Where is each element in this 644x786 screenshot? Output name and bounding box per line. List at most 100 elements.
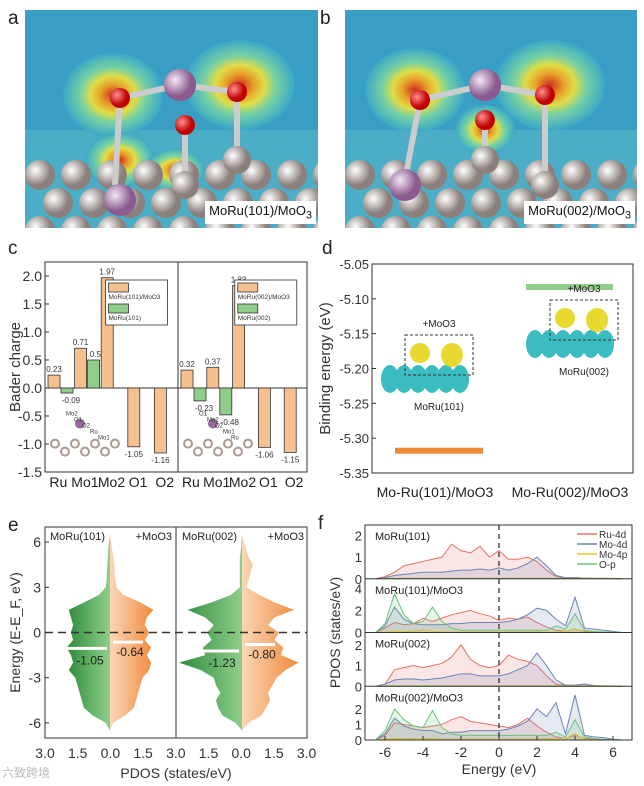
isosurface-shape [409, 365, 427, 393]
pdos-line [375, 694, 623, 741]
pdos-area-left [179, 534, 242, 731]
y-tick-label: -5.20 [339, 362, 369, 377]
plot-frame [44, 261, 308, 473]
y-tick-label: 0 [355, 626, 362, 641]
x-tick-label: O1 [129, 474, 148, 490]
legend-label: Ru-4d [599, 530, 626, 541]
ru-atom-icon [417, 216, 447, 228]
binding-energy-chart: -5.35 -5.30 -5.25 -5.20 -5.15 -5.10 -5.05 Bindi… [317, 257, 634, 500]
y-tick-label: -0.5 [18, 408, 42, 424]
oxygen-atom-icon [175, 115, 195, 135]
legend-swatch [108, 303, 129, 314]
ru-atom-icon [453, 216, 483, 228]
atom-icon [70, 438, 80, 449]
data-label: -1.06 [255, 450, 274, 459]
subplot-label: MoRu(101)/MoO3 [375, 585, 463, 597]
data-label: -1.05 [125, 450, 144, 459]
subplot-label: MoRu(002) [182, 531, 237, 543]
ru-atom-icon [223, 146, 251, 174]
y-tick-label: 1 [355, 659, 362, 674]
atom-icon [213, 446, 223, 457]
y-tick-label: -5.25 [339, 396, 369, 411]
oxygen-atom-icon [410, 90, 430, 110]
y-tick-label: 0.0 [23, 380, 43, 396]
x-tick-label: 1.5 [68, 745, 88, 761]
y-tick-label: -6 [29, 715, 42, 731]
y-tick-label: 0.5 [23, 352, 43, 368]
data-label: 0.23 [46, 365, 62, 374]
x-tick-label: -2 [455, 744, 468, 760]
y-tick-label: 1 [355, 717, 362, 732]
data-label: 0.37 [205, 357, 221, 366]
y-tick-label: 1 [355, 550, 362, 565]
ru-atom-icon [417, 160, 447, 190]
subplot-label: MoRu(002)/MoO3 [375, 692, 463, 704]
ru-atom-icon [597, 160, 627, 190]
bader-charge-chart: -1.5 -1.0 -0.5 0.0 0.5 1.0 1.5 2.0 Bader charge R… [7, 261, 308, 490]
inset-title: +MoO3 [567, 284, 601, 295]
pdos-fill [375, 716, 623, 740]
d-band-center-label: -1.05 [76, 653, 104, 667]
d-band-center-label: -0.64 [116, 645, 144, 659]
atom-icon [183, 438, 193, 449]
isosurface-shape [554, 330, 572, 358]
isosurface-shape [586, 308, 608, 332]
charge-density-image-b: MoRu(002)/MoO3 [345, 10, 637, 228]
pdos-fill [375, 610, 623, 633]
charge-density-image-a: MoRu(101)/MoO3 [25, 10, 318, 228]
inset-atom-label: Mo1 [98, 436, 110, 442]
y-tick-label: 1.5 [23, 296, 43, 312]
isosurface-shape [410, 343, 430, 363]
mo-atom-icon [469, 69, 501, 101]
ru-atom-icon [435, 188, 465, 218]
y-tick-label: 0 [355, 679, 362, 694]
ru-atom-icon [363, 188, 393, 218]
ru-atom-icon [25, 160, 55, 190]
x-tick-label: 6 [609, 744, 617, 760]
y-tick-label: 2 [355, 603, 362, 618]
inset-atom-label: O2 [82, 424, 91, 430]
ru-atom-icon [133, 216, 163, 228]
image-caption-b: MoRu(002)/MoO3 [524, 201, 635, 224]
x-tick-label: 0.0 [231, 745, 251, 761]
atom-icon [243, 438, 253, 449]
x-tick-label: Mo1 [71, 474, 98, 490]
pdos-area-right [110, 534, 154, 731]
ru-atom-icon [633, 220, 637, 228]
pdos-fill [375, 708, 623, 740]
inset-label: MoRu(002) [559, 367, 609, 378]
bar [87, 359, 100, 389]
y-axis-label: Bader charge [7, 322, 24, 412]
isosurface-shape [381, 365, 399, 393]
panel-label-c: c [8, 238, 18, 259]
x-tick-label: Mo2 [98, 474, 125, 490]
y-tick-label: 2.0 [23, 268, 43, 284]
mo-atom-icon [208, 418, 218, 429]
ru-atom-icon [61, 216, 91, 228]
legend-label: O-p [599, 560, 616, 571]
ru-atom-icon [25, 216, 55, 228]
ru-atom-icon [277, 160, 307, 190]
oxygen-atom-icon [227, 82, 247, 102]
legend-label: MoRu(002) [238, 315, 271, 322]
mo-atom-icon [75, 418, 85, 429]
ru-atom-icon [561, 160, 591, 190]
charge-density-blob [495, 40, 605, 130]
ru-atom-icon [471, 146, 499, 174]
mo-atom-icon [389, 169, 421, 201]
ru-atom-icon [97, 160, 127, 190]
y-tick-label: -5.10 [339, 292, 369, 307]
x-tick-label: Mo1 [203, 474, 230, 490]
oxygen-atom-icon [110, 88, 130, 108]
ru-atom-icon [345, 160, 375, 190]
data-label: -0.48 [221, 418, 240, 427]
x-tick-label: Ru [182, 474, 200, 490]
y-tick-label: 3 [33, 579, 41, 595]
subplot-label: MoRu(101) [50, 531, 105, 543]
dashed-box [404, 334, 474, 376]
bar [60, 387, 74, 394]
bar [283, 387, 297, 453]
data-label: 0.32 [179, 360, 195, 369]
ru-atom-icon [97, 216, 127, 228]
